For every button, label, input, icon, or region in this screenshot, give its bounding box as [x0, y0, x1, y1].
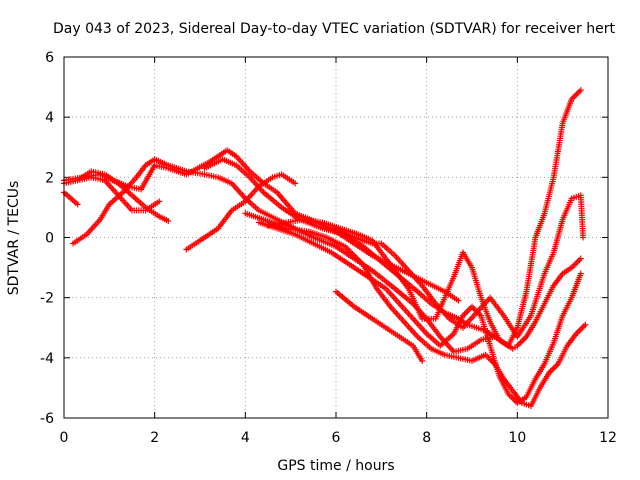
- series-track-5: [183, 171, 299, 253]
- series-track-11: [333, 288, 426, 364]
- y-tick-label: 4: [45, 110, 54, 126]
- data-point: [292, 180, 299, 187]
- data-point: [419, 357, 426, 364]
- data-point: [455, 297, 462, 304]
- y-tick-label: 6: [45, 50, 54, 66]
- series-track-8: [255, 219, 584, 406]
- series-track-9: [265, 87, 584, 349]
- x-tick-label: 2: [150, 430, 159, 446]
- y-tick-label: 0: [45, 231, 54, 247]
- data-point: [580, 234, 587, 241]
- axis-ticks: [63, 56, 609, 419]
- x-tick-label: 6: [332, 430, 341, 446]
- tick-labels: 0 2 4 6 8 10 12 -6 -4 -2 0 2 4 6: [40, 50, 617, 446]
- data-point: [156, 198, 163, 205]
- x-tick-label: 4: [241, 430, 250, 446]
- y-tick-label: -6: [40, 411, 54, 427]
- data-points: [61, 87, 589, 409]
- chart-title: Day 043 of 2023, Sidereal Day-to-day VTE…: [53, 21, 615, 37]
- x-axis-label: GPS time / hours: [277, 458, 394, 474]
- series-track-12: [74, 174, 163, 214]
- x-tick-label: 8: [422, 430, 431, 446]
- data-point: [577, 87, 584, 94]
- y-tick-label: -4: [40, 351, 54, 367]
- grid-lines: [64, 57, 608, 418]
- x-tick-label: 10: [508, 430, 526, 446]
- y-tick-label: 2: [45, 170, 54, 186]
- y-tick-label: -2: [40, 291, 54, 307]
- x-tick-label: 12: [599, 430, 617, 446]
- data-point: [577, 270, 584, 277]
- data-point: [577, 255, 584, 262]
- data-point: [582, 321, 589, 328]
- y-axis-label: SDTVAR / TECUs: [6, 181, 22, 296]
- series-track-10: [333, 192, 587, 340]
- plot-frame: [63, 56, 609, 419]
- data-point: [74, 201, 81, 208]
- x-tick-label: 0: [60, 430, 69, 446]
- data-point: [165, 217, 172, 224]
